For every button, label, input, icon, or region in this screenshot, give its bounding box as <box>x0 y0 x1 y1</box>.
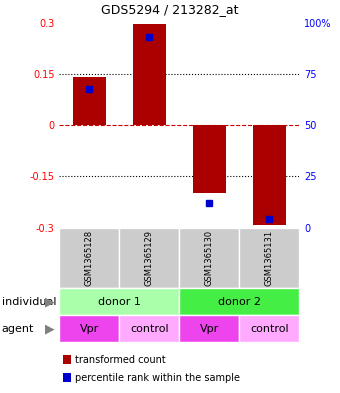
Text: ▶: ▶ <box>45 295 54 309</box>
Text: Vpr: Vpr <box>200 323 219 334</box>
Text: donor 2: donor 2 <box>218 297 261 307</box>
Text: donor 1: donor 1 <box>98 297 141 307</box>
Text: transformed count: transformed count <box>75 355 166 365</box>
Text: control: control <box>250 323 289 334</box>
Text: individual: individual <box>2 297 56 307</box>
Text: GSM1365129: GSM1365129 <box>145 230 154 286</box>
Text: control: control <box>130 323 169 334</box>
Bar <box>253 125 286 225</box>
Text: percentile rank within the sample: percentile rank within the sample <box>75 373 240 383</box>
Text: GSM1365130: GSM1365130 <box>205 230 214 286</box>
Bar <box>133 24 166 125</box>
Text: Vpr: Vpr <box>80 323 99 334</box>
Text: GDS5294 / 213282_at: GDS5294 / 213282_at <box>101 3 239 16</box>
Bar <box>73 77 106 125</box>
Text: GSM1365131: GSM1365131 <box>265 230 274 286</box>
Text: GSM1365128: GSM1365128 <box>85 230 94 286</box>
Text: ▶: ▶ <box>45 322 54 335</box>
Text: agent: agent <box>2 323 34 334</box>
Bar <box>193 125 226 193</box>
